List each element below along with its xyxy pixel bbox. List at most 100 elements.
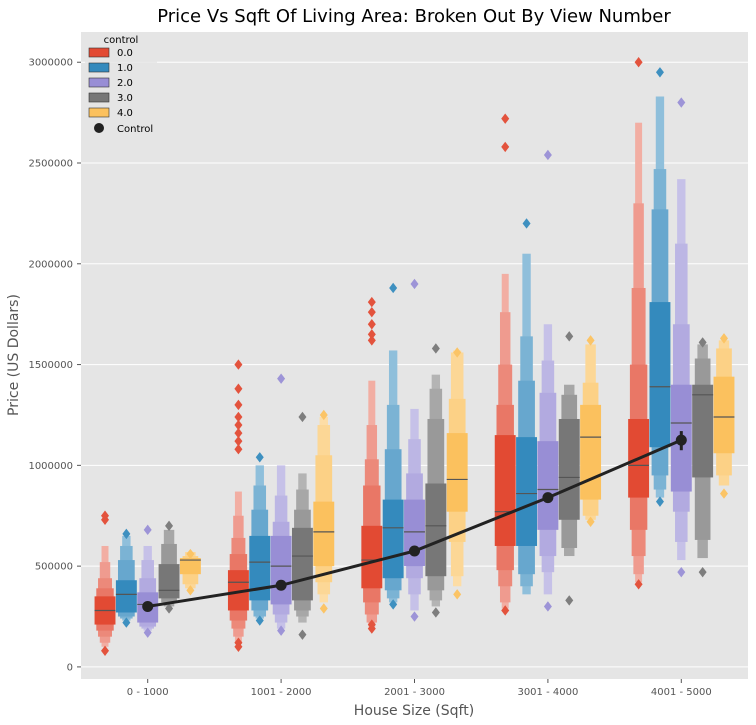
outlier-point xyxy=(234,419,243,431)
outlier-point xyxy=(586,516,595,527)
boxen-box xyxy=(361,525,383,589)
outlier-point xyxy=(389,599,398,610)
boxen-box xyxy=(425,483,447,577)
outlier-point xyxy=(298,411,307,423)
control-point xyxy=(409,545,420,557)
outlier-point xyxy=(165,520,174,532)
boxen-box xyxy=(249,535,271,601)
boxen-4-0-1 xyxy=(313,409,335,614)
outlier-point xyxy=(677,566,686,578)
boxen-1-0-0 xyxy=(115,528,137,628)
outlier-point xyxy=(431,607,440,618)
legend-label-control: Control xyxy=(117,124,153,135)
outlier-point xyxy=(677,97,686,108)
x-axis-label: House Size (Sqft) xyxy=(354,703,474,719)
boxen-box xyxy=(115,580,137,613)
outlier-point xyxy=(234,435,243,447)
boxen-plots xyxy=(94,57,735,656)
outlier-point xyxy=(255,615,264,626)
x-tick-label: 2001 - 3000 xyxy=(384,687,445,698)
x-tick-label: 3001 - 4000 xyxy=(517,687,578,698)
outlier-point xyxy=(186,585,195,596)
control-point xyxy=(142,600,154,612)
boxen-0-0-3 xyxy=(494,113,516,616)
outlier-point xyxy=(186,548,195,560)
outlier-point xyxy=(277,373,286,384)
outlier-point xyxy=(319,603,328,614)
outlier-point xyxy=(453,589,462,600)
boxen-2-0-1 xyxy=(270,373,292,636)
outlier-point xyxy=(410,278,419,290)
boxen-box xyxy=(537,441,559,530)
boxen-box xyxy=(227,570,249,611)
outlier-point xyxy=(698,337,707,348)
boxen-box xyxy=(516,437,538,546)
x-tick-label: 4001 - 5000 xyxy=(651,687,712,698)
boxen-1-0-4 xyxy=(649,67,671,507)
outlier-point xyxy=(298,629,307,640)
boxen-2-0-3 xyxy=(537,149,559,612)
legend-title: control xyxy=(104,35,139,46)
outlier-point xyxy=(367,296,376,308)
outlier-point xyxy=(501,141,510,153)
boxen-box xyxy=(692,384,714,478)
boxen-box xyxy=(580,404,602,500)
outlier-point xyxy=(277,625,286,636)
outlier-point xyxy=(101,510,110,521)
legend-label-1-0: 1.0 xyxy=(117,63,133,74)
outlier-point xyxy=(234,399,243,411)
legend-swatch-control xyxy=(94,123,104,133)
boxen-1-0-2 xyxy=(382,282,404,610)
legend-label-0-0: 0.0 xyxy=(117,48,133,59)
chart-title: Price Vs Sqft Of Living Area: Broken Out… xyxy=(157,6,671,27)
y-tick-label: 1500000 xyxy=(28,360,73,371)
boxen-0-0-4 xyxy=(628,57,650,590)
boxen-4-0-4 xyxy=(713,333,735,499)
legend-swatch-3-0 xyxy=(88,92,110,103)
outlier-point xyxy=(234,383,243,394)
outlier-point xyxy=(634,579,643,590)
boxen-box xyxy=(558,418,580,520)
outlier-point xyxy=(634,57,643,68)
boxen-3-0-0 xyxy=(158,520,180,614)
outlier-point xyxy=(501,605,510,616)
boxen-1-0-1 xyxy=(249,452,271,626)
boxen-box xyxy=(446,433,468,512)
outlier-point xyxy=(719,333,728,344)
y-tick-label: 3000000 xyxy=(28,58,73,69)
legend-swatch-1-0 xyxy=(88,62,110,73)
x-axis: 0 - 1000 1001 - 2000 2001 - 3000 3001 - 400… xyxy=(127,679,712,698)
control-point xyxy=(275,579,287,591)
boxen-0-0-1 xyxy=(227,359,249,652)
outlier-point xyxy=(367,329,376,340)
legend-label-3-0: 3.0 xyxy=(117,93,133,104)
outlier-point xyxy=(565,595,574,606)
boxen-3-0-2 xyxy=(425,343,447,618)
boxen-box xyxy=(313,501,335,567)
y-axis-label: Price (US Dollars) xyxy=(6,294,22,416)
boxen-4-0-0 xyxy=(179,548,201,596)
outlier-point xyxy=(698,566,707,578)
boxen-4-0-2 xyxy=(446,347,468,600)
outlier-point xyxy=(655,67,664,78)
legend-swatch-4-0 xyxy=(88,107,110,118)
outlier-point xyxy=(543,601,552,612)
boxen-box xyxy=(158,564,180,599)
outlier-point xyxy=(431,343,440,354)
y-tick-label: 2500000 xyxy=(28,159,73,170)
legend-label-4-0: 4.0 xyxy=(117,108,133,119)
outlier-point xyxy=(367,619,376,630)
outlier-point xyxy=(143,627,152,638)
boxen-box xyxy=(649,302,671,448)
boxen-box xyxy=(270,535,292,605)
boxen-0-0-2 xyxy=(361,296,383,634)
outlier-point xyxy=(255,452,264,463)
outlier-point xyxy=(367,306,376,318)
outlier-point xyxy=(101,645,110,656)
legend: control 0.0 1.0 2.0 3.0 4.0 Control xyxy=(85,33,157,140)
outlier-point xyxy=(389,282,398,294)
y-tick-label: 2000000 xyxy=(28,259,73,270)
outlier-point xyxy=(565,331,574,342)
control-point xyxy=(675,434,687,446)
